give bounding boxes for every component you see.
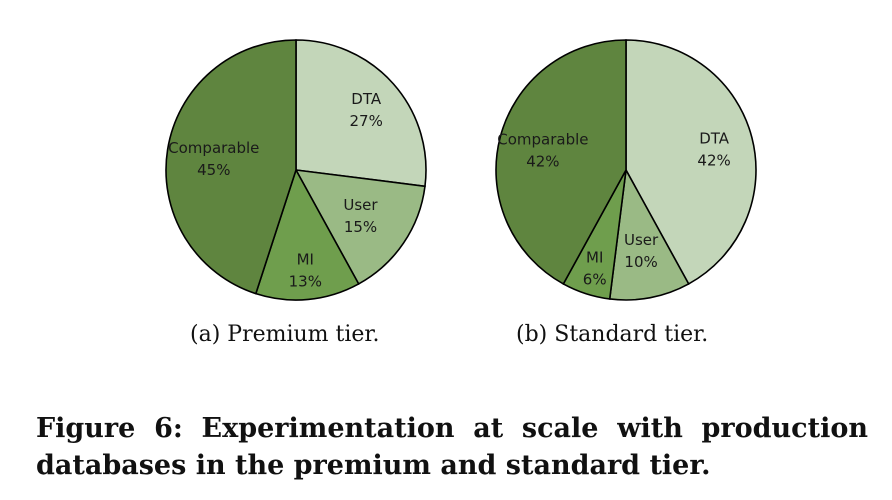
- pie-label-premium-dta: DTA: [351, 90, 382, 108]
- pie-value-premium-mi: 13%: [289, 272, 322, 290]
- pie-slice-premium-comparable: [165, 39, 297, 295]
- pie-chart-standard: DTA 42% User 10% MI 6% Comparable 42%: [495, 39, 757, 301]
- pie-slice-standard-dta: [625, 39, 757, 286]
- figure-caption: Figure 6: Experimentation at scale with …: [36, 413, 868, 481]
- pie-value-standard-user: 10%: [624, 253, 657, 271]
- pie-slice-premium-user: [294, 169, 426, 286]
- pie-slice-premium-mi: [254, 167, 360, 301]
- subcaption-standard: (b) Standard tier.: [516, 322, 709, 347]
- pie-value-premium-comparable: 45%: [197, 161, 230, 179]
- pie-slice-standard-comparable: [495, 39, 627, 286]
- pie-label-premium-mi: MI: [297, 250, 314, 268]
- pie-label-standard-user: User: [624, 231, 659, 249]
- pie-value-standard-dta: 42%: [697, 151, 730, 169]
- pie-slice-premium-dta: [295, 39, 427, 188]
- pie-value-standard-mi: 6%: [583, 270, 607, 288]
- pie-label-premium-user: User: [343, 196, 378, 214]
- pie-value-premium-dta: 27%: [350, 112, 383, 130]
- pie-chart-premium: DTA 27% User 15% MI 13% Comparable 45%: [165, 39, 427, 301]
- pie-value-premium-user: 15%: [344, 218, 377, 236]
- subcaption-premium: (a) Premium tier.: [190, 322, 380, 347]
- pie-value-standard-comparable: 42%: [526, 153, 559, 171]
- pie-label-standard-comparable: Comparable: [497, 131, 588, 149]
- pie-label-standard-dta: DTA: [699, 129, 730, 147]
- pie-label-premium-comparable: Comparable: [168, 139, 259, 157]
- pie-slice-standard-user: [608, 167, 690, 301]
- pie-label-standard-mi: MI: [586, 248, 603, 266]
